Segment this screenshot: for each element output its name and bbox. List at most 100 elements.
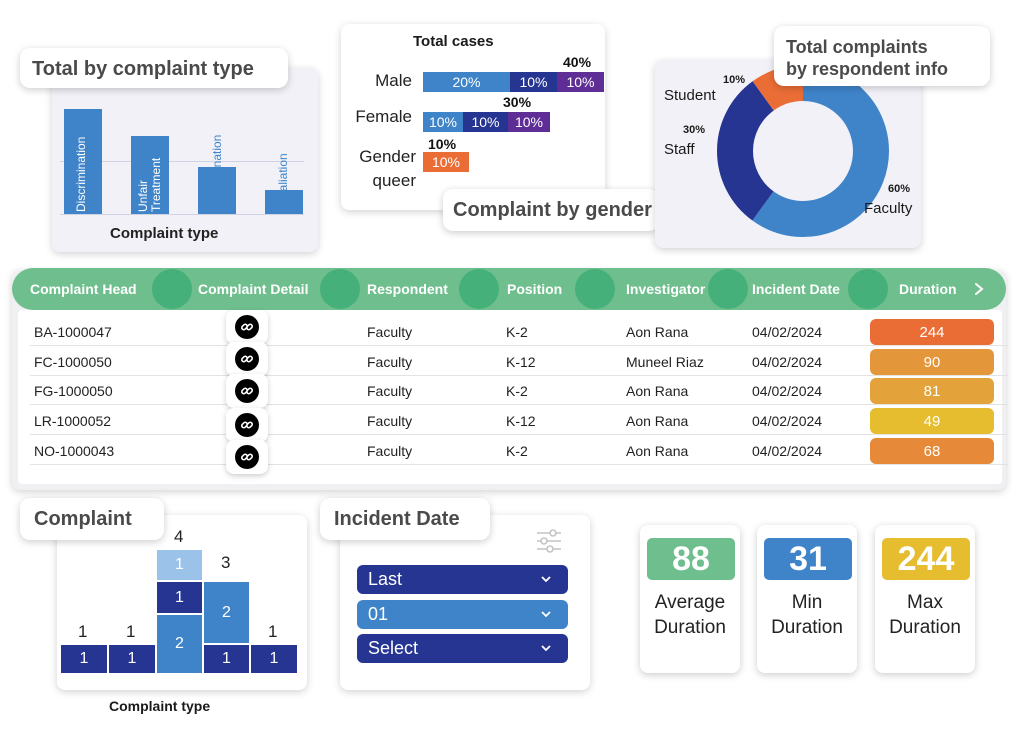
- kpi-min-label-line1: Min: [791, 592, 823, 613]
- gender-queer-label-line1: Gender: [359, 147, 416, 166]
- col-investigator[interactable]: Investigator: [626, 281, 706, 297]
- kpi-min-label: Min Duration: [757, 590, 857, 640]
- incident-date-title: Incident Date: [320, 498, 490, 540]
- header-divider-dot: [152, 269, 192, 309]
- kpi-average-label-line2: Duration: [654, 617, 726, 638]
- hist-total-3: 4: [174, 527, 184, 546]
- complaint-histogram-title: Complaint: [20, 498, 164, 540]
- female-seg-2: 10%: [463, 112, 508, 132]
- hist-total-2: 1: [126, 622, 136, 641]
- complaints-table-body: [18, 310, 1002, 484]
- cell-duration: 68: [870, 438, 994, 464]
- incident-date-range-value: Last: [368, 569, 403, 589]
- student-label: Student: [664, 87, 716, 104]
- complaint-histogram-xlabel: Complaint type: [109, 698, 211, 714]
- chevron-down-icon: [541, 611, 551, 618]
- col-incident-date[interactable]: Incident Date: [752, 281, 840, 297]
- female-seg-1: 10%: [423, 112, 463, 132]
- complaint-type-grid: [60, 161, 304, 162]
- kpi-min-value: 31: [764, 538, 852, 580]
- col-duration[interactable]: Duration: [899, 281, 957, 297]
- table-row[interactable]: LR-1000052 Faculty K-12 Aon Rana 04/02/2…: [30, 405, 1008, 435]
- link-icon: [240, 453, 254, 461]
- cell-duration: 244: [870, 319, 994, 345]
- col-complaint-detail[interactable]: Complaint Detail: [198, 281, 309, 297]
- cell-complaint-head: LR-1000052: [34, 413, 112, 429]
- complaint-detail-link-button[interactable]: [226, 374, 268, 408]
- chevron-right-icon[interactable]: [973, 282, 985, 296]
- respondent-title-line2: by respondent info: [786, 59, 948, 79]
- male-seg-2: 10%: [510, 72, 557, 92]
- staff-label: Staff: [664, 141, 695, 158]
- female-label: Female: [355, 107, 412, 126]
- hist-cell: 1: [61, 645, 107, 673]
- cell-position: K-12: [506, 354, 536, 370]
- incident-date-range-select[interactable]: Last: [357, 565, 568, 594]
- link-icon: [240, 387, 254, 395]
- table-row[interactable]: FG-1000050 Faculty K-2 Aon Rana 04/02/20…: [30, 375, 1008, 405]
- link-icon: [240, 323, 254, 331]
- col-respondent[interactable]: Respondent: [367, 281, 448, 297]
- gender-chart-label: Complaint by gender: [443, 189, 659, 231]
- cell-complaint-head: NO-1000043: [34, 443, 115, 459]
- kpi-average-label-line1: Average: [654, 592, 726, 613]
- complaint-detail-link-button[interactable]: [226, 310, 268, 344]
- bar-label-discrimination-1: Discrimination: [74, 136, 88, 212]
- filter-sliders-icon[interactable]: [535, 528, 563, 554]
- gender-queer-label-line2: queer: [372, 171, 416, 190]
- kpi-max-value: 244: [882, 538, 970, 580]
- cell-respondent: Faculty: [367, 354, 413, 370]
- faculty-value: 60%: [888, 183, 911, 195]
- bar-label-discrimination-2: Discrimination: [210, 134, 224, 210]
- incident-date-count-select[interactable]: 01: [357, 600, 568, 629]
- gender-chart-title: Total cases: [413, 33, 494, 50]
- table-row[interactable]: NO-1000043 Faculty K-2 Aon Rana 04/02/20…: [30, 435, 1008, 465]
- male-total: 40%: [563, 54, 592, 70]
- col-complaint-head[interactable]: Complaint Head: [30, 281, 137, 297]
- cell-complaint-head: BA-1000047: [34, 324, 112, 340]
- hist-cell: 1: [109, 645, 155, 673]
- kpi-max-label-line1: Max: [907, 592, 943, 613]
- respondent-title-line1: Total complaints: [786, 37, 928, 57]
- cell-incident-date: 04/02/2024: [752, 324, 823, 340]
- cell-position: K-2: [506, 383, 528, 399]
- cell-position: K-12: [506, 413, 536, 429]
- table-row[interactable]: BA-1000047 Faculty K-2 Aon Rana 04/02/20…: [30, 316, 1008, 346]
- cell-investigator: Aon Rana: [626, 324, 689, 340]
- hist-cell: 2: [204, 582, 249, 643]
- hist-cell: 1: [157, 582, 202, 613]
- cell-position: K-2: [506, 324, 528, 340]
- hist-total-1: 1: [78, 622, 88, 641]
- link-icon: [240, 421, 254, 429]
- cell-incident-date: 04/02/2024: [752, 413, 823, 429]
- complaint-type-baseline: [60, 214, 304, 215]
- kpi-average-label: Average Duration: [640, 590, 740, 640]
- cell-incident-date: 04/02/2024: [752, 383, 823, 399]
- col-position[interactable]: Position: [507, 281, 563, 297]
- female-total: 30%: [503, 94, 532, 110]
- cell-complaint-head: FG-1000050: [34, 383, 113, 399]
- complaint-detail-link-button[interactable]: [226, 440, 268, 474]
- hist-cell: 1: [251, 645, 297, 673]
- bar-label-retaliation: Retaliation: [276, 153, 290, 210]
- complaint-detail-link-button[interactable]: [226, 342, 268, 376]
- male-label: Male: [375, 71, 412, 90]
- header-divider-dot: [459, 269, 499, 309]
- cell-incident-date: 04/02/2024: [752, 354, 823, 370]
- kpi-max-duration: 244 Max Duration: [875, 525, 975, 673]
- complaint-detail-link-button[interactable]: [226, 408, 268, 442]
- incident-date-unit-select[interactable]: Select: [357, 634, 568, 663]
- hist-total-5: 1: [268, 622, 278, 641]
- complaint-type-xlabel: Complaint type: [110, 225, 219, 242]
- kpi-average-duration: 88 Average Duration: [640, 525, 740, 673]
- cell-investigator: Aon Rana: [626, 413, 689, 429]
- chevron-down-icon: [541, 576, 551, 583]
- table-header: Complaint Head Complaint Detail Responde…: [12, 268, 1006, 310]
- cell-respondent: Faculty: [367, 324, 413, 340]
- bar-unfair-treatment: [131, 136, 169, 214]
- kpi-min-label-line2: Duration: [771, 617, 843, 638]
- link-icon: [240, 355, 254, 363]
- gender-queer-total: 10%: [428, 136, 457, 152]
- cell-position: K-2: [506, 443, 528, 459]
- table-row[interactable]: FC-1000050 Faculty K-12 Muneel Riaz 04/0…: [30, 346, 1008, 376]
